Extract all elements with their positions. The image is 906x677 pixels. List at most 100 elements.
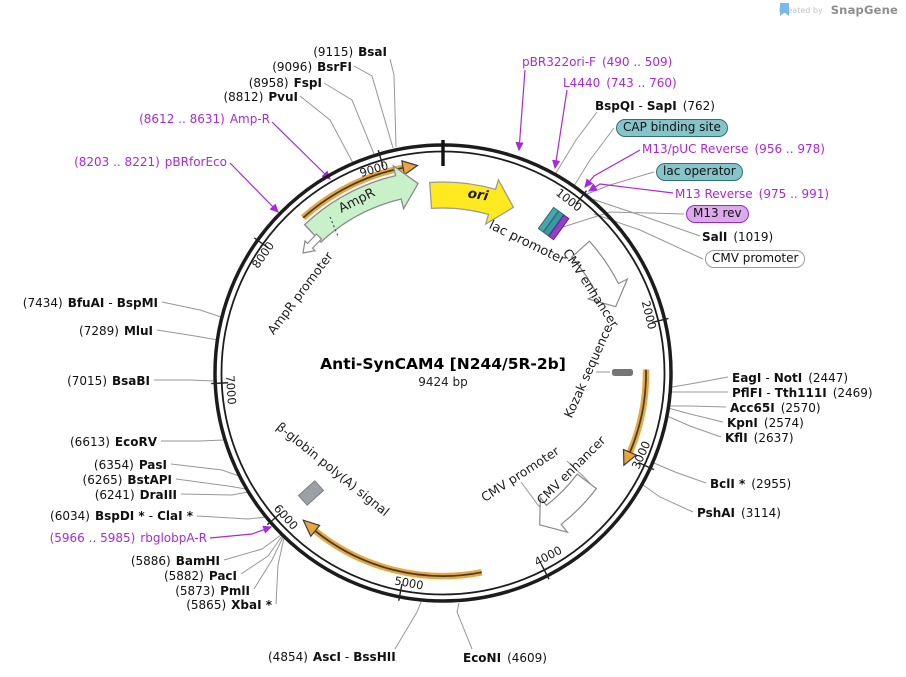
enzyme-label-bsrfi[interactable]: (9096) BsrFI <box>272 60 352 74</box>
leader-line <box>653 462 707 484</box>
enzyme-label-kfli[interactable]: KflI (2637) <box>725 431 794 445</box>
primer-leader <box>229 162 279 213</box>
primer-label-pbr322ori-f[interactable]: pBR322ori-F (490 .. 509) <box>522 55 673 69</box>
enzyme-label-bsai[interactable]: (9115) BsaI <box>313 45 387 59</box>
enzyme-label-xbai[interactable]: (5865) XbaI * <box>186 598 272 612</box>
created-by-text: Created by <box>778 5 823 15</box>
leader-line <box>573 127 615 187</box>
m13-rev-feature[interactable] <box>548 214 570 241</box>
cmv-enhancer-top-arrow[interactable] <box>570 240 629 308</box>
primer-label-pbrforeco[interactable]: (8203 .. 8221) pBRforEco <box>74 155 227 169</box>
leader-line <box>299 95 354 164</box>
enzyme-label-asci-bsshii[interactable]: (4854) AscI - BssHII <box>268 650 396 664</box>
tick-7000 <box>211 382 229 385</box>
enzyme-label-fspi[interactable]: (8958) FspI <box>248 76 322 90</box>
tick-1000 <box>575 190 588 205</box>
leader-line <box>593 213 704 260</box>
primer-leader-lines <box>209 69 674 539</box>
tick-label-7000: 7000 <box>222 374 240 406</box>
enzyme-label-draiii[interactable]: (6241) DraIII <box>94 488 177 502</box>
enzyme-label-bfuai-bspmi[interactable]: (7434) BfuAI - BspMI <box>22 296 158 310</box>
leader-line <box>154 379 216 382</box>
enzyme-label-pmli[interactable]: (5873) PmlI <box>175 584 250 598</box>
snapgene-wordmark: SnapGene <box>830 3 898 17</box>
enzyme-label-econi[interactable]: EcoNI (4609) <box>463 651 547 665</box>
orf-arc-right-arrowhead <box>622 448 638 467</box>
kozak-sequence-feature[interactable] <box>612 369 633 376</box>
primer-leader <box>209 525 273 539</box>
leader-line <box>669 405 727 408</box>
primer-label-rbglobpa-r[interactable]: (5966 .. 5985) rbglobpA-R <box>49 531 207 545</box>
primer-label-m13-reverse[interactable]: M13 Reverse (975 .. 991) <box>675 187 830 201</box>
cap-binding-site-box[interactable]: CAP binding site <box>616 119 728 137</box>
orf-arc-bottom-arrowhead <box>302 519 321 538</box>
enzyme-label-eagi-noti[interactable]: EagI - NotI (2447) <box>732 371 849 385</box>
primer-label-amp-r[interactable]: (8612 .. 8631) Amp-R <box>139 112 270 126</box>
cmv-promoter-box[interactable]: CMV promoter <box>705 250 806 268</box>
enzyme-label-bstapi[interactable]: (6265) BstAPI <box>82 473 172 487</box>
enzyme-label-pvui[interactable]: (8812) PvuI <box>223 90 298 104</box>
enzyme-label-pflfi-tth111i[interactable]: PflFI - Tth111I (2469) <box>732 386 873 400</box>
leader-line <box>642 484 694 513</box>
plasmid-length: 9424 bp <box>418 375 468 389</box>
leader-line <box>588 197 701 237</box>
leader-line <box>586 171 655 195</box>
primer-leader <box>552 89 568 170</box>
cmv-enhancer-bottom-arrow[interactable] <box>539 473 598 534</box>
enzyme-label-pshai[interactable]: PshAI (3114) <box>697 506 781 520</box>
enzyme-label-bsabi[interactable]: (7015) BsaBI <box>67 374 150 388</box>
ampr-promoter-arrow[interactable] <box>302 233 323 254</box>
primer-leader <box>271 121 331 180</box>
primer-label-m13-puc-reverse[interactable]: M13/pUC Reverse (956 .. 978) <box>642 142 825 156</box>
branding: Created by SnapGene <box>779 3 898 17</box>
enzyme-label-ecorv[interactable]: (6613) EcoRV <box>70 435 157 449</box>
leader-lines <box>154 58 729 650</box>
primer-label-l4440[interactable]: L4440 (743 .. 760) <box>563 76 677 90</box>
leader-line <box>253 536 284 590</box>
leader-line <box>223 534 282 561</box>
leader-line <box>555 111 598 174</box>
lac-operator-box[interactable]: lac operator <box>656 163 743 181</box>
leader-line <box>175 478 247 490</box>
backbone-outer-ring[interactable] <box>213 143 673 603</box>
leader-line <box>394 601 422 650</box>
primer-leader <box>587 183 674 194</box>
tick-2000 <box>651 317 669 324</box>
plasmid-title: Anti-SynCAM4 [N244/5R-2b] <box>320 355 566 373</box>
ori-arrow[interactable] <box>429 178 515 226</box>
enzyme-label-paci[interactable]: (5882) PacI <box>163 569 237 583</box>
tick-6000 <box>266 512 281 526</box>
tick-9000 <box>377 150 384 167</box>
enzyme-label-bamhi[interactable]: (5886) BamHI <box>130 554 220 568</box>
orf-arc-ampr-arrowhead <box>401 160 419 176</box>
leader-line <box>156 329 219 341</box>
leader-line <box>456 602 473 650</box>
leader-line <box>240 535 283 575</box>
enzyme-label-bspqi-sapi[interactable]: BspQI - SapI (762) <box>595 99 715 113</box>
m13-rev-box[interactable]: M13 rev <box>686 205 749 223</box>
primer-leader <box>515 69 526 152</box>
leader-line <box>667 407 724 423</box>
ori-label[interactable]: ori <box>466 185 490 205</box>
enzyme-label-bspdi-clai[interactable]: (6034) BspDI * - ClaI * <box>50 509 193 523</box>
bglobin-polya-feature[interactable] <box>297 480 325 506</box>
leader-line <box>666 415 722 438</box>
leader-line <box>389 58 397 148</box>
ampr-segment-divider <box>329 216 339 237</box>
leader-line <box>180 491 249 496</box>
orf-arc-right-core <box>629 369 647 453</box>
tick-8000 <box>253 237 269 249</box>
enzyme-label-sali[interactable]: SalI (1019) <box>702 230 774 244</box>
leader-line <box>161 301 222 318</box>
enzyme-label-kpni[interactable]: KpnI (2574) <box>727 416 804 430</box>
leader-line <box>559 211 685 229</box>
enzyme-label-pasi[interactable]: (6354) PasI <box>93 458 167 472</box>
leader-line <box>275 537 285 605</box>
leader-line <box>353 65 394 149</box>
enzyme-label-mlui[interactable]: (7289) MluI <box>79 324 153 338</box>
ampr-cds-arrow[interactable] <box>303 164 419 244</box>
enzyme-label-bcli[interactable]: BclI * (2955) <box>710 477 792 491</box>
enzyme-label-acc65i[interactable]: Acc65I (2570) <box>730 401 821 415</box>
